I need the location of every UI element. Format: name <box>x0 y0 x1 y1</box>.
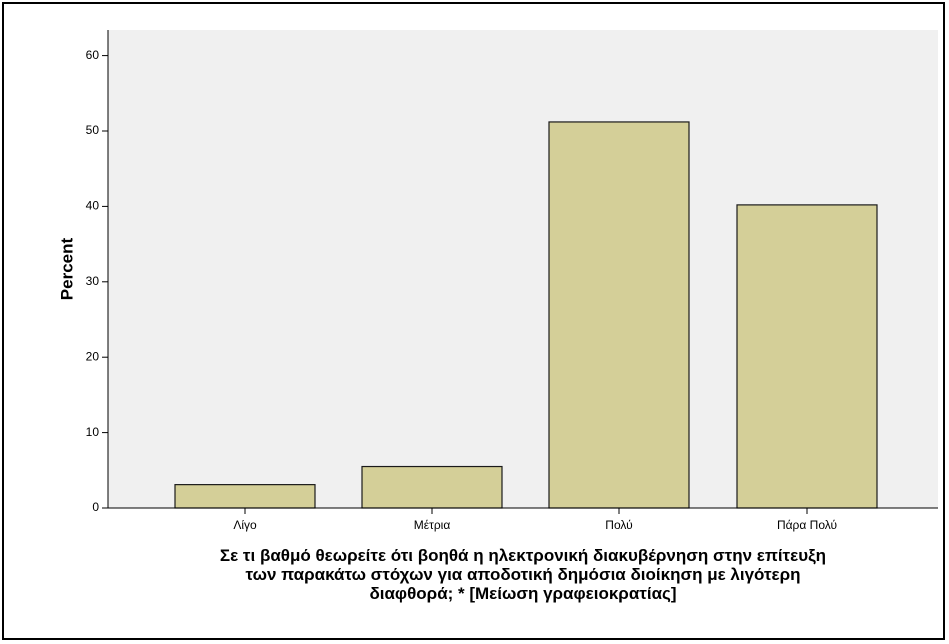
x-axis-title-line-3: διαφθορά; * [Μείωση γραφειοκρατίας] <box>369 584 677 603</box>
y-tick-label: 60 <box>86 48 100 62</box>
y-tick-label: 50 <box>86 123 100 137</box>
x-categories-group: Λίγο Μέτρια Πολύ Πάρα Πολύ <box>233 508 837 532</box>
y-tick-label: 30 <box>86 274 100 288</box>
x-category-label: Πάρα Πολύ <box>777 518 837 532</box>
bar <box>548 121 690 509</box>
x-axis-title-line-2: των παρακάτω στόχων για αποδοτική δημόσι… <box>245 565 801 584</box>
x-axis-title-line-1: Σε τι βαθμό θεωρείτε ότι βοηθά η ηλεκτρο… <box>219 546 827 565</box>
y-tick-label: 40 <box>86 199 100 213</box>
bar <box>361 465 503 509</box>
x-category-label: Πολύ <box>605 518 632 532</box>
bar <box>174 484 316 509</box>
y-ticks-group: 0 10 20 30 40 50 60 <box>86 48 108 514</box>
x-axis-title: Σε τι βαθμό θεωρείτε ότι βοηθά η ηλεκτρο… <box>108 546 938 603</box>
x-category-label: Μέτρια <box>414 518 451 532</box>
y-axis-title: Percent <box>57 237 76 300</box>
y-tick-label: 10 <box>86 425 100 439</box>
y-tick-label: 20 <box>86 349 100 363</box>
bar <box>736 204 878 509</box>
x-category-label: Λίγο <box>233 518 257 532</box>
y-tick-label: 0 <box>92 500 99 514</box>
bars-group <box>174 121 878 509</box>
